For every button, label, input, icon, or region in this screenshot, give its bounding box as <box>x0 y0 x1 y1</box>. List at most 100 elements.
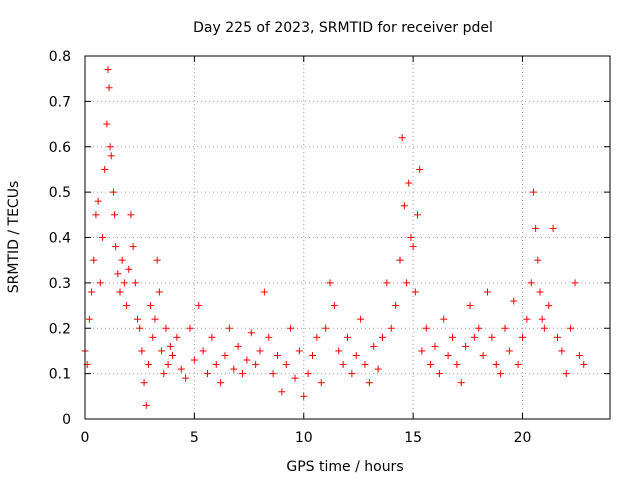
data-point <box>85 315 93 323</box>
data-point <box>357 315 365 323</box>
y-axis-label: SRMTID / TECUs <box>6 181 22 294</box>
data-point <box>519 333 526 341</box>
data-point <box>118 256 126 264</box>
data-point <box>313 333 321 341</box>
data-point <box>523 315 531 323</box>
data-point <box>158 347 166 355</box>
data-point <box>204 370 211 378</box>
data-point <box>379 333 386 341</box>
data-point <box>144 361 152 369</box>
y-tick-label: 0 <box>62 412 71 428</box>
data-point <box>295 347 303 355</box>
data-point <box>182 374 190 382</box>
data-point <box>567 324 575 332</box>
data-point <box>106 143 114 151</box>
data-point <box>92 211 100 219</box>
data-point <box>166 342 174 350</box>
data-point <box>304 370 312 378</box>
data-point <box>444 351 452 359</box>
data-point <box>554 333 561 341</box>
x-tick-label: 20 <box>514 430 532 446</box>
data-point <box>96 279 104 287</box>
y-tick-label: 0.8 <box>49 49 71 65</box>
data-point <box>291 374 299 382</box>
data-point <box>94 197 102 205</box>
data-point <box>383 279 391 287</box>
data-point <box>562 370 570 378</box>
data-point <box>111 211 119 219</box>
data-point <box>120 279 128 287</box>
data-point <box>256 347 264 355</box>
data-point <box>392 302 400 310</box>
data-point <box>103 120 111 128</box>
x-tick-label: 10 <box>295 430 313 446</box>
data-point <box>123 302 131 310</box>
x-tick-label: 5 <box>190 430 199 446</box>
data-point <box>162 324 170 332</box>
data-point <box>274 351 281 359</box>
data-point <box>348 370 356 378</box>
data-point <box>225 324 233 332</box>
data-point <box>212 361 220 369</box>
data-point <box>107 152 115 160</box>
data-point <box>239 370 246 378</box>
data-point <box>234 342 242 350</box>
data-point <box>186 324 194 332</box>
data-point <box>580 361 588 369</box>
data-point <box>309 351 316 359</box>
data-point <box>571 279 579 287</box>
data-point <box>418 347 426 355</box>
data-point <box>221 351 229 359</box>
data-point <box>407 234 415 241</box>
data-point <box>400 202 408 210</box>
data-point <box>365 379 373 387</box>
data-point <box>475 324 483 332</box>
data-point <box>173 333 181 341</box>
data-point <box>536 288 544 296</box>
data-point <box>453 361 461 369</box>
data-point <box>131 279 139 287</box>
x-axis-label: GPS time / hours <box>286 459 403 475</box>
data-point <box>112 243 120 251</box>
data-point <box>160 370 168 378</box>
data-point <box>540 324 548 332</box>
data-point <box>527 279 535 287</box>
data-point <box>396 256 404 264</box>
data-point <box>278 388 286 396</box>
data-point <box>177 365 185 373</box>
data-point <box>497 370 505 378</box>
data-point <box>129 243 137 251</box>
y-tick-label: 0.3 <box>49 276 71 292</box>
data-point <box>335 347 343 355</box>
data-point <box>282 361 290 369</box>
ticks-layer: 0 0.1 0.2 0.3 0.4 0.5 0.6 0.7 0.8 0 5 10 15 20 <box>49 49 610 446</box>
data-point <box>484 288 491 296</box>
data-point <box>138 347 146 355</box>
data-point <box>134 315 141 323</box>
chart-title: Day 225 of 2023, SRMTID for receiver pde… <box>193 20 493 36</box>
data-point <box>217 379 225 387</box>
y-tick-label: 0.5 <box>49 185 71 201</box>
data-point <box>492 361 500 369</box>
data-point <box>501 324 509 332</box>
data-point <box>136 324 144 332</box>
data-point <box>247 329 255 337</box>
y-tick-label: 0.4 <box>49 231 71 247</box>
data-point <box>169 351 176 359</box>
data-point <box>488 333 496 341</box>
data-point <box>190 356 198 364</box>
data-point <box>440 315 448 323</box>
data-point <box>243 356 251 364</box>
data-point <box>416 165 424 173</box>
data-point <box>510 297 518 305</box>
data-point <box>411 288 419 296</box>
data-point <box>230 365 238 373</box>
data-point <box>435 370 443 378</box>
data-point <box>344 333 351 341</box>
data-point <box>116 288 124 296</box>
data-point <box>326 279 334 287</box>
data-point <box>265 333 273 341</box>
data-point <box>149 333 157 341</box>
data-point <box>427 361 435 369</box>
